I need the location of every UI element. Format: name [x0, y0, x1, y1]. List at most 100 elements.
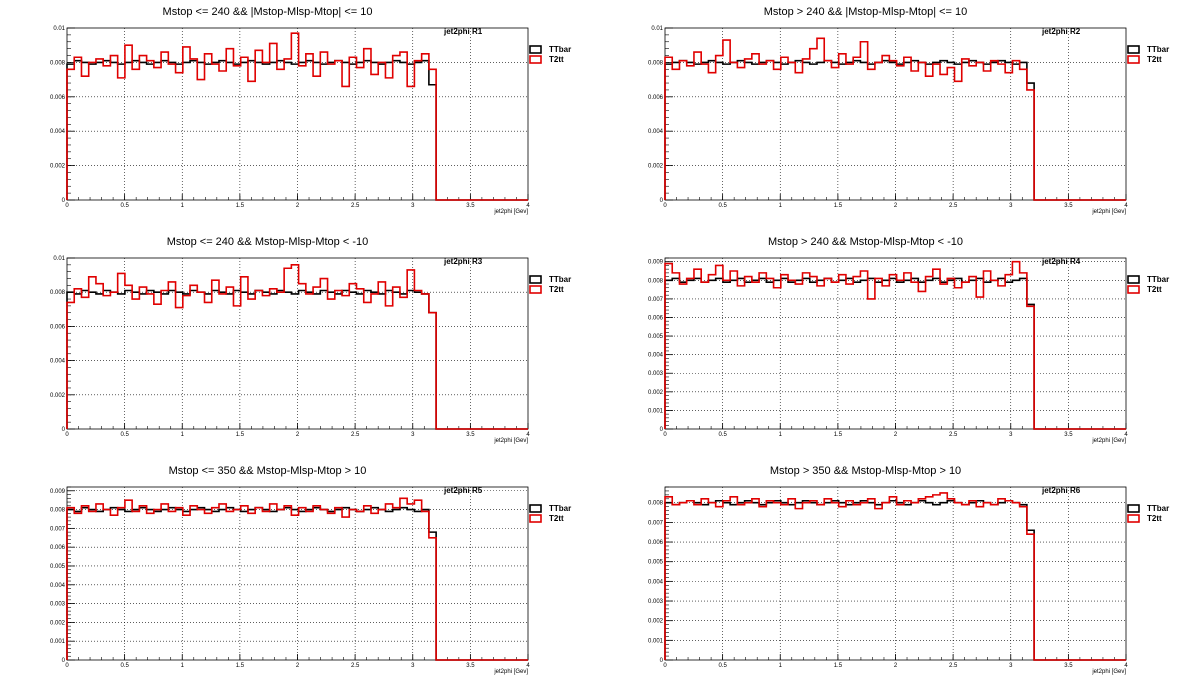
stat-box-label: jet2phi R1 — [443, 27, 483, 36]
x-tick-label: 1.5 — [834, 663, 843, 669]
legend-swatch-ttbar — [1127, 504, 1140, 513]
y-tick-label: 0.006 — [648, 95, 664, 101]
x-tick-label: 0.5 — [718, 663, 727, 669]
legend-label-t2tt: T2tt — [1147, 514, 1162, 523]
y-tick-label: 0.004 — [648, 353, 664, 359]
x-tick-label: 0.5 — [718, 432, 727, 438]
series-t2tt-histogram — [664, 492, 1126, 661]
y-tick-label: 0.005 — [648, 334, 664, 340]
y-tick-label: 0 — [660, 427, 664, 433]
x-tick-label: 2.5 — [949, 203, 958, 209]
x-tick-label: 2.5 — [351, 432, 360, 438]
x-tick-label: 4 — [1124, 432, 1128, 438]
x-tick-label: 2.5 — [351, 663, 360, 669]
grid — [665, 487, 1126, 660]
y-tick-label: 0.002 — [50, 620, 66, 626]
panel-title: Mstop > 240 && |Mstop-Mlsp-Mtop| <= 10 — [764, 6, 968, 18]
legend-swatch-ttbar — [1127, 45, 1140, 54]
x-tick-label: 1 — [779, 432, 783, 438]
x-tick-label: 2.5 — [949, 663, 958, 669]
y-tick-label: 0.002 — [50, 164, 66, 170]
legend-label-ttbar: TTbar — [549, 275, 571, 284]
grid — [67, 28, 528, 200]
y-tick-label: 0.007 — [648, 520, 664, 526]
x-tick-label: 4 — [526, 203, 530, 209]
x-tick-label: 4 — [1124, 663, 1128, 669]
legend-label-ttbar: TTbar — [549, 504, 571, 513]
x-tick-label: 0 — [65, 663, 69, 669]
plot-frame — [66, 27, 529, 201]
y-tick-label: 0 — [62, 427, 66, 433]
y-tick-label: 0.008 — [648, 60, 664, 66]
y-tick-label: 0.006 — [50, 545, 66, 551]
legend-swatch-t2tt — [529, 514, 542, 523]
x-tick-label: 4 — [1124, 203, 1128, 209]
x-tick-label: 0 — [65, 203, 69, 209]
x-tick-label: 3.5 — [466, 203, 475, 209]
y-tick-label: 0.004 — [648, 129, 664, 135]
y-tick-label: 0.007 — [648, 297, 664, 303]
x-tick-label: 3.5 — [1064, 432, 1073, 438]
stat-box-label: jet2phi R2 — [1041, 27, 1081, 36]
y-tick-label: 0.008 — [50, 290, 66, 296]
legend-label-t2tt: T2tt — [549, 285, 564, 294]
y-tick-label: 0.009 — [50, 489, 66, 495]
x-axis-label: jet2phi [Gev] — [1091, 209, 1126, 215]
x-axis-label: jet2phi [Gev] — [1091, 438, 1126, 444]
x-tick-label: 3 — [411, 432, 415, 438]
legend-swatch-t2tt — [529, 285, 542, 294]
legend-swatch-t2tt — [1127, 514, 1140, 523]
y-tick-label: 0.001 — [648, 638, 664, 644]
series-ttbar-histogram — [664, 277, 1126, 430]
y-tick-label: 0.002 — [648, 164, 664, 170]
legend-swatch-ttbar — [529, 45, 542, 54]
y-tick-label: 0.007 — [50, 526, 66, 532]
grid — [665, 28, 1126, 200]
y-tick-label: 0.01 — [53, 256, 65, 262]
x-tick-label: 1.5 — [236, 432, 245, 438]
x-tick-label: 2 — [894, 663, 898, 669]
x-tick-label: 1.5 — [834, 203, 843, 209]
y-tick-label: 0.002 — [648, 390, 664, 396]
legend-swatch-ttbar — [529, 275, 542, 284]
x-tick-label: 1.5 — [834, 432, 843, 438]
histogram-panel-4: Mstop > 240 && Mstop-Mlsp-Mtop < -10 0 0.5… — [648, 236, 1169, 444]
y-tick-label: 0.008 — [648, 278, 664, 284]
histogram-panel-5: Mstop <= 350 && Mstop-Mlsp-Mtop > 10 0 0.5… — [50, 465, 571, 675]
y-tick-label: 0 — [660, 198, 664, 204]
y-tick-label: 0.008 — [50, 508, 66, 514]
panel-title: Mstop > 350 && Mstop-Mlsp-Mtop > 10 — [770, 465, 961, 477]
legend-label-t2tt: T2tt — [549, 514, 564, 523]
panel-title: Mstop <= 350 && Mstop-Mlsp-Mtop > 10 — [169, 465, 367, 477]
y-tick-label: 0.008 — [50, 60, 66, 66]
y-tick-label: 0.006 — [648, 315, 664, 321]
x-axis-label: jet2phi [Gev] — [493, 438, 528, 444]
x-tick-label: 1 — [181, 663, 185, 669]
legend-label-ttbar: TTbar — [1147, 275, 1169, 284]
y-tick-label: 0.004 — [50, 359, 66, 365]
x-tick-label: 0.5 — [120, 663, 129, 669]
grid — [67, 487, 528, 660]
x-tick-label: 1 — [779, 203, 783, 209]
x-tick-label: 2.5 — [949, 432, 958, 438]
y-tick-label: 0.01 — [651, 26, 663, 32]
legend-label-t2tt: T2tt — [1147, 55, 1162, 64]
y-tick-label: 0.01 — [53, 26, 65, 32]
y-tick-label: 0.004 — [648, 579, 664, 585]
stat-box-label: jet2phi R3 — [443, 257, 483, 266]
stat-box-label: jet2phi R4 — [1041, 257, 1081, 266]
legend-swatch-t2tt — [1127, 55, 1140, 64]
series-t2tt-histogram — [66, 497, 528, 661]
x-tick-label: 1 — [181, 432, 185, 438]
x-tick-label: 2.5 — [351, 203, 360, 209]
x-tick-label: 2 — [296, 663, 300, 669]
y-tick-label: 0.001 — [50, 639, 66, 645]
stat-box-label: jet2phi R6 — [1041, 486, 1081, 495]
x-tick-label: 0 — [663, 432, 667, 438]
x-tick-label: 3.5 — [466, 663, 475, 669]
stat-box-label: jet2phi R5 — [443, 486, 483, 495]
